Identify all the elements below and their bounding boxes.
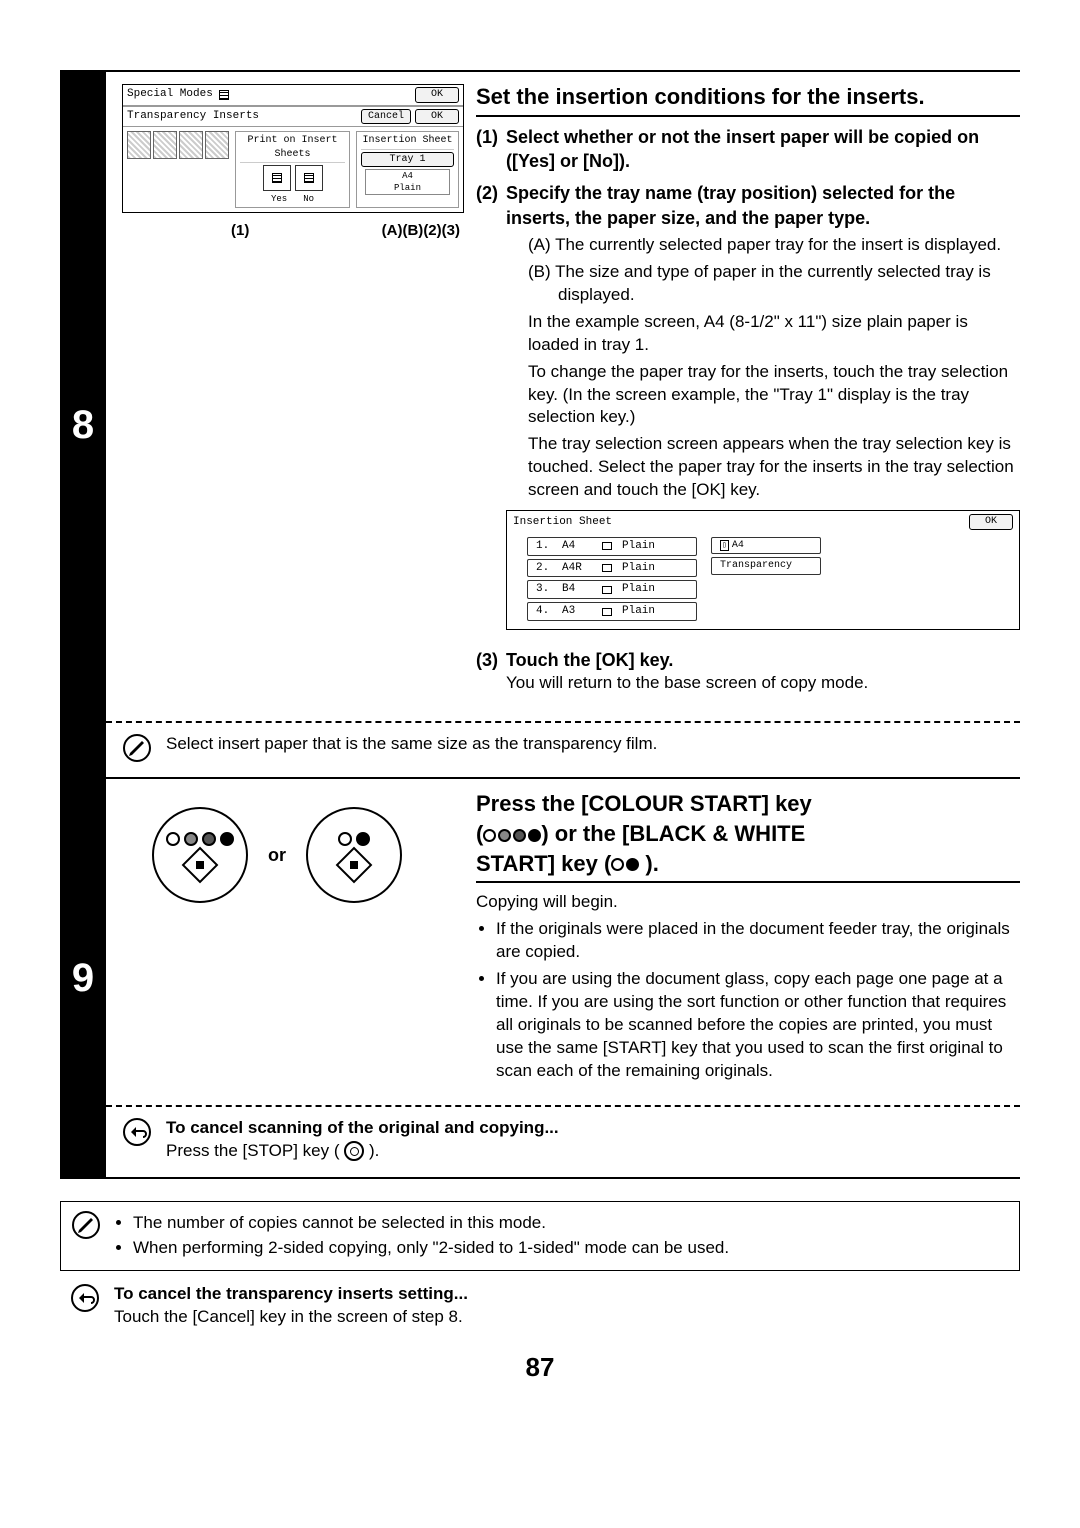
tray-row[interactable]: 3.B4Plain — [527, 580, 697, 599]
yes-option[interactable] — [263, 165, 291, 191]
preview-thumbnails — [127, 131, 229, 208]
thumb-icon — [179, 131, 203, 159]
step-8-section: 8 Special Modes OK Transparency Inserts … — [60, 70, 1020, 777]
substep-1-title: Select whether or not the insert paper w… — [506, 127, 979, 171]
group-label: Insertion Sheet — [361, 134, 454, 150]
panel-subtitle: Transparency Inserts — [127, 109, 259, 124]
note-row: Select insert paper that is the same siz… — [106, 723, 1020, 777]
dot-icon — [220, 832, 234, 846]
paper-type: Plain — [366, 182, 449, 194]
no-option[interactable] — [295, 165, 323, 191]
step-body: Special Modes OK Transparency Inserts Ca… — [106, 72, 1020, 777]
colour-start-key[interactable] — [152, 807, 248, 903]
step-number-8: 8 — [60, 72, 106, 777]
thumb-icon — [153, 131, 177, 159]
diamond-icon — [182, 847, 219, 884]
page-number: 87 — [60, 1350, 1020, 1385]
thumb-icon — [205, 131, 229, 159]
paragraph: The tray selection screen appears when t… — [528, 433, 1020, 502]
screen-illustration-col: Special Modes OK Transparency Inserts Ca… — [106, 72, 476, 713]
yes-label: Yes — [271, 193, 287, 205]
tray-row[interactable]: 1.A4Plain — [527, 537, 697, 556]
dot-icon — [356, 832, 370, 846]
footer-note-1: The number of copies cannot be selected … — [133, 1212, 1009, 1235]
insertion-sheet-group: Insertion Sheet Tray 1 A4 Plain — [356, 131, 459, 208]
dot-icon — [338, 832, 352, 846]
start-keys-illustration: or — [122, 791, 464, 903]
print-on-inserts-group: Print on Insert Sheets Yes No — [235, 131, 350, 208]
copying-begin: Copying will begin. — [476, 891, 1020, 914]
bypass-size[interactable]: ▯A4 — [711, 537, 821, 555]
ok-button[interactable]: OK — [969, 514, 1013, 530]
substep-num: (2) — [476, 181, 506, 640]
step-number-9: 9 — [60, 779, 106, 1176]
cancel-title: To cancel scanning of the original and c… — [166, 1117, 1010, 1140]
point-b: (B) The size and type of paper in the cu… — [528, 261, 1020, 307]
paragraph: In the example screen, A4 (8-1/2" x 11")… — [528, 311, 1020, 357]
diamond-icon — [336, 847, 373, 884]
cancel-setting-text: Touch the [Cancel] key in the screen of … — [114, 1306, 1010, 1329]
dot-icon — [202, 832, 216, 846]
list-item: If the originals were placed in the docu… — [496, 918, 1020, 964]
tray-selector[interactable]: Tray 1 — [361, 152, 454, 168]
callout-2: (2) — [423, 221, 441, 241]
special-modes-panel: Special Modes OK Transparency Inserts Ca… — [122, 84, 464, 213]
bw-start-key[interactable] — [306, 807, 402, 903]
cancel-setting-title: To cancel the transparency inserts setti… — [114, 1283, 1010, 1306]
tray-row[interactable]: 2.A4RPlain — [527, 559, 697, 578]
panel-title: Special Modes — [127, 87, 213, 102]
callout-b: (B) — [402, 221, 423, 241]
tray-row[interactable]: 4.A3Plain — [527, 602, 697, 621]
stop-key-icon — [344, 1141, 364, 1161]
cancel-text: Press the [STOP] key ( ). — [166, 1140, 1010, 1163]
ok-button[interactable]: OK — [415, 109, 459, 125]
bypass-type[interactable]: Transparency — [711, 557, 821, 575]
pencil-note-icon — [71, 1210, 105, 1262]
cancel-note-row: To cancel scanning of the original and c… — [106, 1107, 1020, 1177]
substep-num: (1) — [476, 125, 506, 174]
substep-3-title: Touch the [OK] key. — [506, 648, 1020, 672]
point-a: (A) The currently selected paper tray fo… — [528, 234, 1020, 257]
step-heading: Set the insertion conditions for the ins… — [476, 82, 1020, 117]
back-arrow-icon — [70, 1283, 104, 1329]
footer-notes: The number of copies cannot be selected … — [60, 1201, 1020, 1333]
modes-icon — [219, 90, 229, 100]
paragraph: To change the paper tray for the inserts… — [528, 361, 1020, 430]
step-9-section: 9 or — [60, 777, 1020, 1178]
footer-note-2: When performing 2-sided copying, only "2… — [133, 1237, 1009, 1260]
list-item: If you are using the document glass, cop… — [496, 968, 1020, 1083]
group-label: Print on Insert Sheets — [240, 134, 345, 163]
substep-3-text: You will return to the base screen of co… — [506, 672, 1020, 695]
note-text: Select insert paper that is the same siz… — [166, 733, 1010, 756]
cancel-button[interactable]: Cancel — [361, 109, 411, 125]
tray-panel-title: Insertion Sheet — [513, 515, 612, 530]
start-notes-list: If the originals were placed in the docu… — [476, 918, 1020, 1083]
callout-1: (1) — [231, 221, 249, 241]
pencil-note-icon — [122, 733, 156, 763]
sheet-icon — [304, 173, 314, 183]
substep-num: (3) — [476, 648, 506, 695]
paper-size: A4 — [366, 170, 449, 182]
callout-a: (A) — [382, 221, 403, 241]
dot-icon — [166, 832, 180, 846]
ok-button[interactable]: OK — [415, 87, 459, 103]
instructions-col: Set the insertion conditions for the ins… — [476, 72, 1020, 713]
back-arrow-icon — [122, 1117, 156, 1147]
callout-3: (3) — [442, 221, 460, 241]
thumb-icon — [127, 131, 151, 159]
step-9-heading: Press the [COLOUR START] key () or the [… — [476, 789, 1020, 883]
sheet-icon — [272, 173, 282, 183]
callout-labels: (1) (A) (B) (2) (3) — [122, 213, 464, 241]
substep-2-title: Specify the tray name (tray position) se… — [506, 181, 1020, 230]
tray-list: 1.A4Plain 2.A4RPlain 3.B4Plain 4.A3Plain — [527, 537, 697, 621]
or-label: or — [268, 843, 286, 867]
tray-selection-panel: Insertion Sheet OK 1.A4Plain 2.A4RPlain 3.… — [506, 510, 1020, 630]
dot-icon — [184, 832, 198, 846]
no-label: No — [303, 193, 314, 205]
